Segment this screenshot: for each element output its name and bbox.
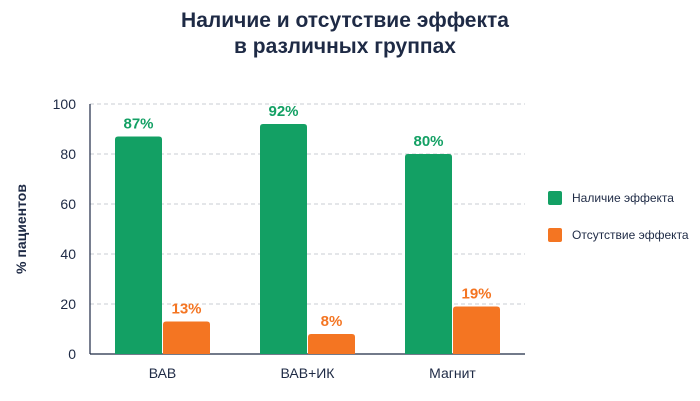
y-tick-label-60: 60	[60, 196, 76, 212]
bar-effect-1	[260, 124, 307, 354]
data-label-0-1: 92%	[268, 103, 298, 120]
data-label-0-2: 80%	[413, 133, 443, 150]
x-category-label-1: ВАВ+ИК	[281, 365, 336, 381]
y-tick-label-100: 100	[53, 96, 77, 112]
bar-no-effect-2	[453, 306, 500, 354]
data-label-1-0: 13%	[171, 301, 201, 318]
legend-label-0: Наличие эффекта	[572, 191, 674, 205]
bar-effect-2	[405, 154, 452, 354]
x-category-label-0: ВАВ	[149, 365, 177, 381]
legend-swatch-0	[548, 191, 562, 205]
y-tick-label-40: 40	[60, 246, 76, 262]
x-category-label-2: Магнит	[429, 365, 476, 381]
bar-no-effect-1	[308, 334, 355, 354]
y-axis-title: % пациентов	[13, 184, 29, 274]
chart-title-line-1: Наличие и отсутствие эффекта	[181, 9, 509, 32]
bar-effect-0	[115, 136, 162, 354]
data-label-1-2: 19%	[461, 286, 491, 303]
y-tick-label-20: 20	[60, 296, 76, 312]
data-label-0-0: 87%	[123, 116, 153, 133]
legend-label-1: Отсутствие эффекта	[572, 228, 689, 242]
y-tick-label-80: 80	[60, 146, 76, 162]
legend-swatch-1	[548, 228, 562, 242]
y-tick-label-0: 0	[68, 346, 76, 362]
chart-title-line-2: в различных группах	[234, 35, 456, 58]
data-label-1-1: 8%	[321, 313, 343, 330]
bar-no-effect-0	[163, 321, 210, 354]
